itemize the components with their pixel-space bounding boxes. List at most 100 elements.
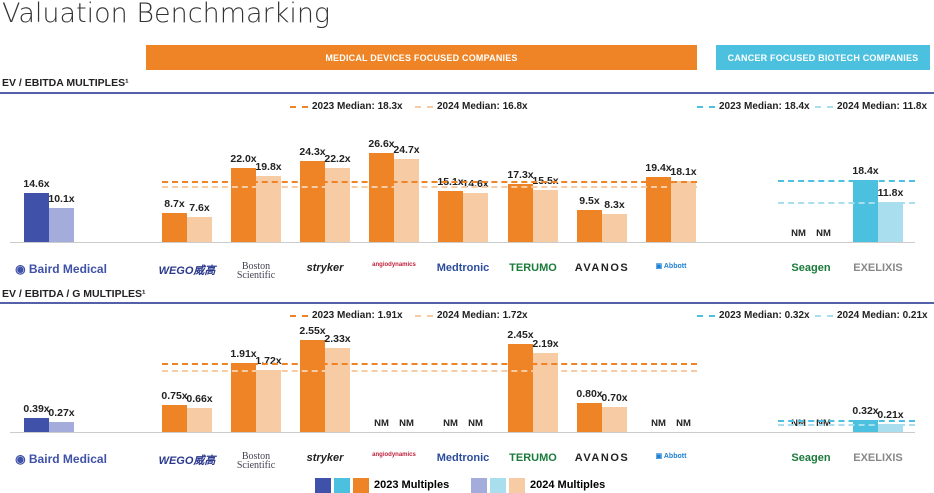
data-label: 2.19x [532, 338, 559, 351]
data-label: 2.55x [299, 325, 326, 338]
bar-2024 [533, 190, 558, 242]
median-label: 2024 Median: 16.8x [437, 101, 528, 112]
legend-swatch-cyan-2023 [334, 478, 350, 493]
data-label: 0.80x [576, 388, 603, 401]
data-label: 26.6x [368, 137, 395, 150]
data-label: 19.8x [255, 160, 282, 173]
company-logo-bostonscientific: Boston Scientific [236, 261, 276, 281]
data-label: 0.39x [23, 402, 50, 415]
company-logo-exelixis: EXELIXIS [853, 262, 903, 274]
dashed-line-icon [815, 314, 833, 317]
company-logo-bostonscientific: Boston Scientific [236, 451, 276, 471]
data-label: 19.4x [645, 162, 672, 174]
median-line-devices-2023 [162, 180, 697, 183]
company-logo-abbott: ▣ Abbott [655, 263, 687, 270]
median-legend-biotech-2024: 2024 Median: 11.8x [815, 101, 927, 112]
data-label: 9.5x [579, 195, 600, 208]
data-label: 7.6x [189, 201, 210, 214]
dashed-line-icon [415, 314, 433, 317]
bar-2023 [369, 152, 394, 242]
data-label: 17.3x [507, 169, 534, 182]
bar-2023 [646, 177, 671, 242]
data-label: 2.45x [507, 328, 534, 341]
data-label: 1.72x [255, 355, 282, 368]
bar-2024 [671, 181, 696, 242]
company-logo-terumo: TERUMO [509, 452, 557, 464]
median-legend-devices-2024: 2024 Median: 16.8x [415, 101, 528, 112]
data-label: 18.4x [852, 165, 879, 178]
data-label-nm: NM [399, 418, 414, 429]
median-line-biotech-2023 [778, 420, 915, 423]
bar-2024 [602, 406, 627, 432]
median-line-biotech-2024 [778, 202, 915, 205]
data-label-nm: NM [676, 418, 691, 429]
bar-2024 [187, 216, 212, 242]
bar-2023 [231, 363, 256, 432]
median-line-devices-2023 [162, 363, 697, 366]
data-label-nm: NM [791, 228, 806, 239]
data-label-nm: NM [651, 418, 666, 429]
data-label: 0.66x [186, 393, 213, 406]
data-label: 24.3x [299, 145, 326, 158]
legend-swatch-orange-2024 [509, 478, 525, 493]
legend-swatch-orange-2023 [353, 478, 369, 493]
bar-2023 [577, 210, 602, 242]
data-label-nm: NM [468, 418, 483, 429]
section-divider [0, 302, 934, 304]
company-logo-stryker: stryker [306, 452, 344, 464]
bar-2023 [162, 405, 187, 432]
median-legend-devices-2023: 2023 Median: 18.3x [290, 101, 403, 112]
biotech-band: CANCER FOCUSED BIOTECH COMPANIES [716, 45, 930, 70]
data-label-nm: NM [791, 418, 806, 429]
dashed-line-icon [815, 105, 833, 108]
bar-2024 [187, 408, 212, 432]
data-label: 0.70x [601, 391, 628, 404]
company-logo-seagen: Seagen [791, 452, 831, 464]
bar-2023 [24, 193, 49, 242]
data-label: 10.1x [48, 193, 75, 206]
data-label: 1.91x [230, 348, 257, 361]
median-label: 2023 Median: 18.3x [312, 101, 403, 112]
company-logo-medtronic: Medtronic [436, 262, 490, 274]
dashed-line-icon [415, 105, 433, 108]
dashed-line-icon [697, 314, 715, 317]
company-logo-exelixis: EXELIXIS [853, 452, 903, 464]
company-logo-seagen: Seagen [791, 262, 831, 274]
dashed-line-icon [697, 105, 715, 108]
data-label: 11.8x [877, 187, 904, 200]
bar-2024 [49, 208, 74, 242]
data-label: 22.0x [230, 153, 257, 166]
data-label-nm: NM [374, 418, 389, 429]
company-logo-bairdmedical: ◉ Baird Medical [15, 452, 107, 466]
data-label: 24.7x [393, 144, 420, 157]
legend-2024: 2024 Multiples [530, 479, 606, 491]
company-logo-medtronic: Medtronic [436, 452, 490, 464]
company-logo-wego: WEGO威高 [158, 265, 216, 277]
section-title-ev-ebitda-g: EV / EBITDA / G MULTIPLES¹ [2, 288, 146, 300]
company-logo-abbott: ▣ Abbott [655, 453, 687, 460]
bar-2024 [602, 214, 627, 242]
median-label: 2024 Median: 11.8x [837, 101, 928, 112]
bar-2023 [231, 168, 256, 242]
company-logo-avanos: AVANOS [574, 452, 630, 464]
company-logo-angiodynamics: angiodynamics [372, 452, 416, 458]
page-title: Valuation Benchmarking [2, 0, 331, 29]
bar-2024 [878, 202, 903, 242]
bar-2024 [533, 353, 558, 432]
bar-2024 [256, 370, 281, 432]
median-label: 2023 Median: 1.91x [312, 310, 403, 321]
data-label: 18.1x [670, 166, 697, 179]
baseline [10, 432, 915, 433]
bar-2023 [853, 180, 878, 242]
bar-2023 [162, 212, 187, 242]
legend-2023: 2023 Multiples [374, 479, 450, 491]
devices-band: MEDICAL DEVICES FOCUSED COMPANIES [146, 45, 697, 70]
data-label-nm: NM [443, 418, 458, 429]
bar-2023 [24, 417, 49, 432]
median-legend-biotech-2023: 2023 Median: 0.32x [697, 310, 810, 321]
median-line-biotech-2023 [778, 180, 915, 183]
bar-2023 [300, 340, 325, 432]
bar-2023 [577, 403, 602, 432]
bar-2024 [878, 424, 903, 432]
median-label: 2023 Median: 0.32x [719, 310, 810, 321]
